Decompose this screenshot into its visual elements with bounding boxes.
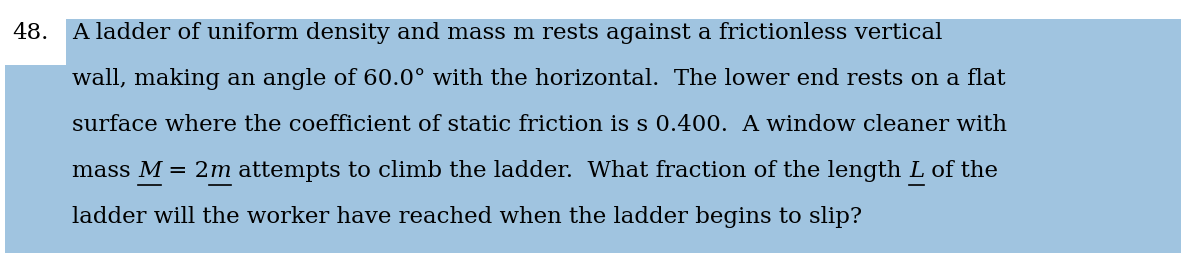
Text: L: L xyxy=(908,160,924,182)
Text: m: m xyxy=(210,160,232,182)
Text: surface where the coefficient of static friction is s 0.400.  A window cleaner w: surface where the coefficient of static … xyxy=(72,114,1007,136)
Text: 48.: 48. xyxy=(12,22,48,44)
Text: M: M xyxy=(138,160,161,182)
Text: mass: mass xyxy=(72,160,138,182)
Text: of the: of the xyxy=(924,160,998,182)
Text: A ladder of uniform density and mass m rests against a frictionless vertical: A ladder of uniform density and mass m r… xyxy=(72,22,942,44)
Text: ladder will the worker have reached when the ladder begins to slip?: ladder will the worker have reached when… xyxy=(72,206,862,228)
Text: wall, making an angle of 60.0° with the horizontal.  The lower end rests on a fl: wall, making an angle of 60.0° with the … xyxy=(72,68,1006,90)
Text: attempts to climb the ladder.  What fraction of the length: attempts to climb the ladder. What fract… xyxy=(232,160,908,182)
Text: = 2: = 2 xyxy=(161,160,210,182)
